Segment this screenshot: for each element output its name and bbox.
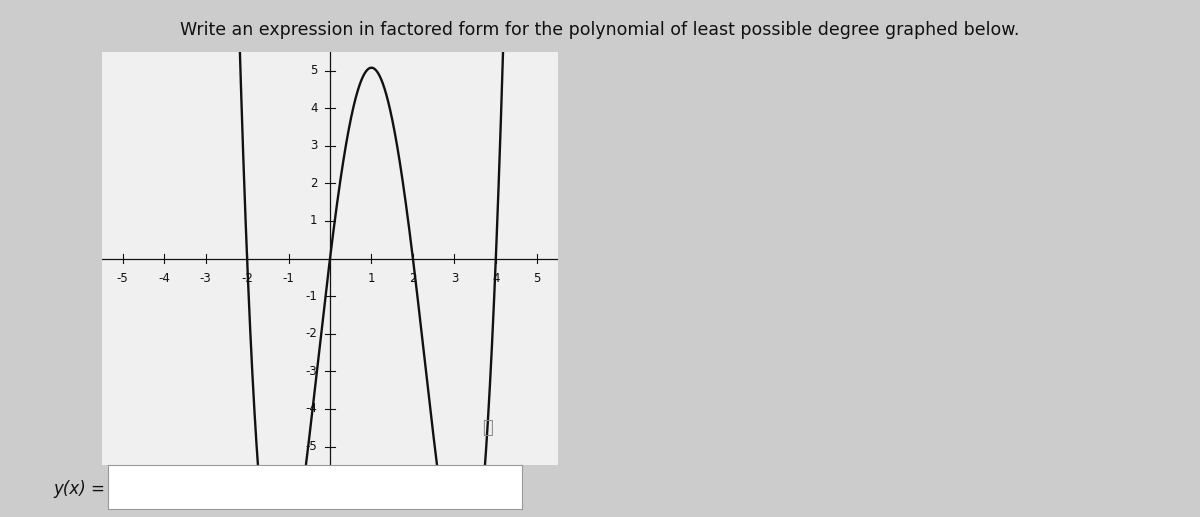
- Text: -1: -1: [283, 271, 294, 285]
- Text: 5: 5: [310, 64, 318, 77]
- Text: y(x) =: y(x) =: [54, 480, 106, 497]
- Text: -4: -4: [306, 402, 318, 415]
- Text: -3: -3: [199, 271, 211, 285]
- Text: 5: 5: [534, 271, 541, 285]
- Text: -2: -2: [306, 327, 318, 340]
- Text: 1: 1: [367, 271, 376, 285]
- Text: -3: -3: [306, 365, 318, 378]
- Text: 2: 2: [409, 271, 416, 285]
- Text: 2: 2: [310, 177, 318, 190]
- Text: Write an expression in factored form for the polynomial of least possible degree: Write an expression in factored form for…: [180, 21, 1020, 39]
- Text: ⌕: ⌕: [482, 419, 493, 437]
- Text: 3: 3: [310, 139, 318, 152]
- Text: -4: -4: [158, 271, 170, 285]
- Text: 4: 4: [310, 102, 318, 115]
- Text: 3: 3: [451, 271, 458, 285]
- Text: -5: -5: [116, 271, 128, 285]
- Text: 1: 1: [310, 215, 318, 227]
- Text: -5: -5: [306, 440, 318, 453]
- Text: -2: -2: [241, 271, 253, 285]
- Text: -1: -1: [306, 290, 318, 302]
- Text: 4: 4: [492, 271, 499, 285]
